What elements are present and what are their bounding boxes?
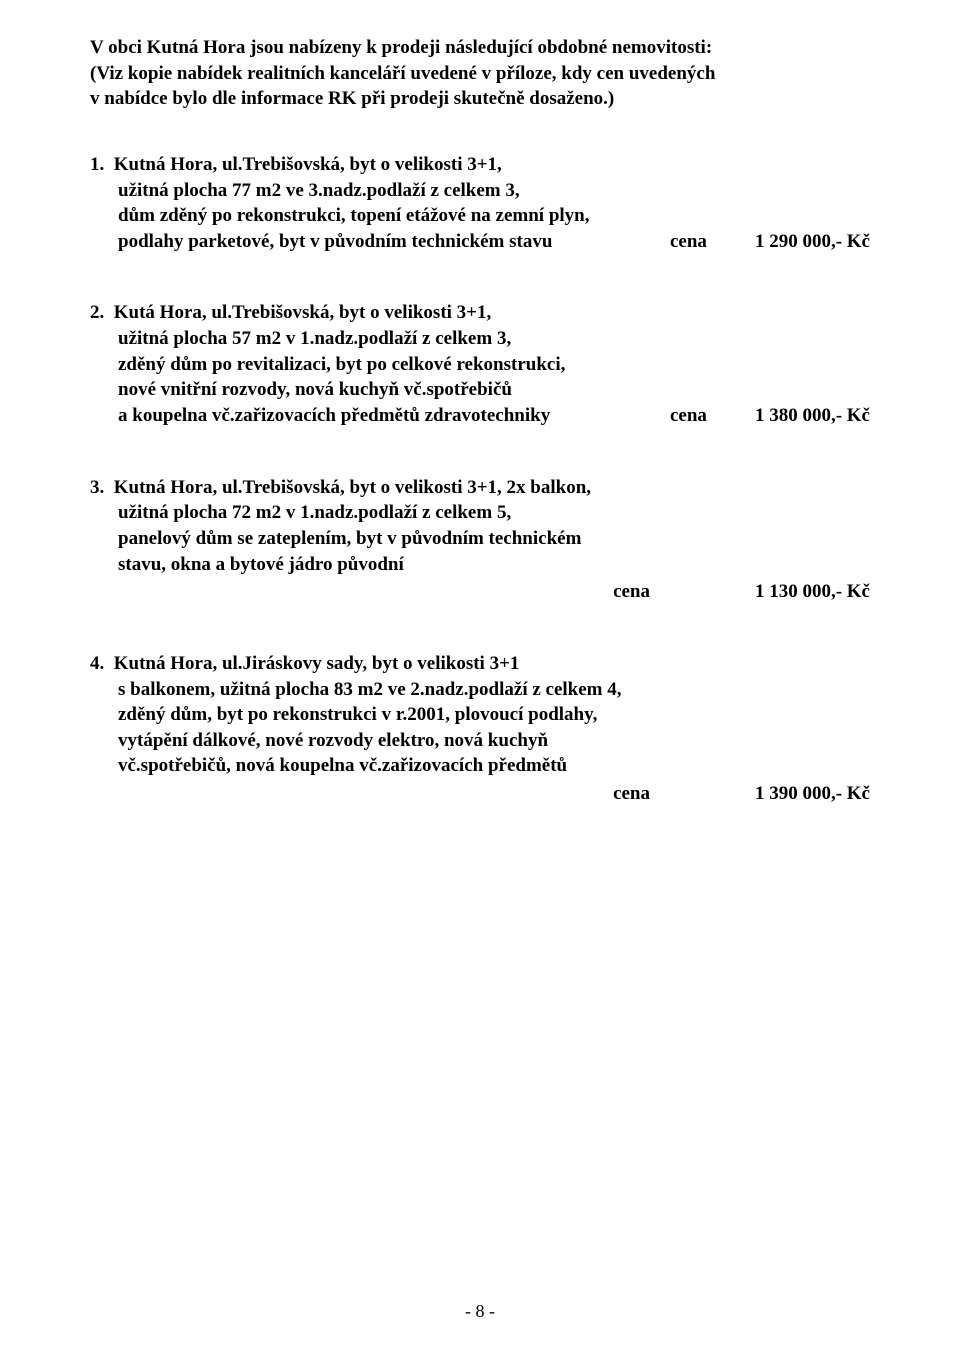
- property-item-4: 4. Kutná Hora, ul.Jiráskovy sady, byt o …: [90, 651, 870, 807]
- item-line: nové vnitřní rozvody, nová kuchyň vč.spo…: [90, 377, 650, 403]
- item-line: 3. Kutná Hora, ul.Trebišovská, byt o vel…: [90, 475, 870, 501]
- price-label: cena: [650, 229, 710, 255]
- intro-paragraph: V obci Kutná Hora jsou nabízeny k prodej…: [90, 35, 870, 112]
- item-line: užitná plocha 72 m2 v 1.nadz.podlaží z c…: [90, 500, 870, 526]
- property-item-2: 2. Kutá Hora, ul.Trebišovská, byt o veli…: [90, 300, 870, 428]
- item-line: stavu, okna a bytové jádro původní: [90, 552, 870, 578]
- price-value: 1 290 000,- Kč: [710, 229, 870, 255]
- price-label: cena: [650, 403, 710, 429]
- price-value: 1 380 000,- Kč: [710, 403, 870, 429]
- intro-line: v nabídce bylo dle informace RK při prod…: [90, 86, 870, 112]
- item-line: 4. Kutná Hora, ul.Jiráskovy sady, byt o …: [90, 651, 870, 677]
- property-item-1: 1. Kutná Hora, ul.Trebišovská, byt o vel…: [90, 152, 870, 255]
- item-line: 2. Kutá Hora, ul.Trebišovská, byt o veli…: [90, 300, 650, 326]
- page-number: - 8 -: [0, 1301, 960, 1322]
- intro-line: V obci Kutná Hora jsou nabízeny k prodej…: [90, 35, 870, 61]
- item-line: podlahy parketové, byt v původním techni…: [90, 229, 650, 255]
- item-line: s balkonem, užitná plocha 83 m2 ve 2.nad…: [90, 677, 870, 703]
- intro-line: (Viz kopie nabídek realitních kanceláří …: [90, 61, 870, 87]
- item-line: 1. Kutná Hora, ul.Trebišovská, byt o vel…: [90, 152, 650, 178]
- item-line: užitná plocha 57 m2 v 1.nadz.podlaží z c…: [90, 326, 650, 352]
- price-value: 1 130 000,- Kč: [710, 579, 870, 605]
- price-value: 1 390 000,- Kč: [710, 781, 870, 807]
- price-label: cena: [613, 579, 650, 605]
- property-item-3: 3. Kutná Hora, ul.Trebišovská, byt o vel…: [90, 475, 870, 605]
- item-line: vč.spotřebičů, nová koupelna vč.zařizova…: [90, 753, 870, 779]
- price-label: cena: [613, 781, 650, 807]
- item-line: zděný dům po revitalizaci, byt po celkov…: [90, 352, 650, 378]
- item-line: vytápění dálkové, nové rozvody elektro, …: [90, 728, 870, 754]
- item-line: zděný dům, byt po rekonstrukci v r.2001,…: [90, 702, 870, 728]
- item-line: a koupelna vč.zařizovacích předmětů zdra…: [90, 403, 650, 429]
- item-line: panelový dům se zateplením, byt v původn…: [90, 526, 870, 552]
- item-line: užitná plocha 77 m2 ve 3.nadz.podlaží z …: [90, 178, 650, 204]
- item-line: dům zděný po rekonstrukci, topení etážov…: [90, 203, 650, 229]
